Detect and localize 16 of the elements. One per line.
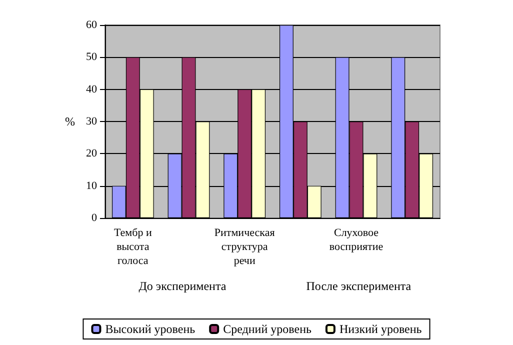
text: После эксперимента bbox=[306, 279, 412, 293]
x-tick-label: Слуховое восприятие bbox=[329, 227, 384, 253]
legend-label: Средний уровень bbox=[223, 322, 312, 336]
legend-label: Высокий уровень bbox=[105, 322, 196, 336]
legend-label: Низкий уровень bbox=[339, 322, 422, 336]
y-tick-label: 60 bbox=[86, 19, 98, 31]
text: До эксперимента bbox=[138, 279, 227, 293]
y-tick-label: 20 bbox=[86, 148, 98, 160]
x-tick-label: Ритмическая структура речи bbox=[214, 227, 275, 267]
y-axis-title: % bbox=[65, 114, 75, 128]
y-tick-label: 0 bbox=[92, 212, 98, 224]
y-tick-label: 40 bbox=[86, 83, 98, 96]
x-tick-label: Тембр и высота голоса bbox=[114, 227, 152, 267]
y-tick-label: 10 bbox=[86, 180, 98, 192]
y-tick-label: 30 bbox=[86, 116, 98, 128]
y-tick-label: 50 bbox=[86, 51, 98, 64]
